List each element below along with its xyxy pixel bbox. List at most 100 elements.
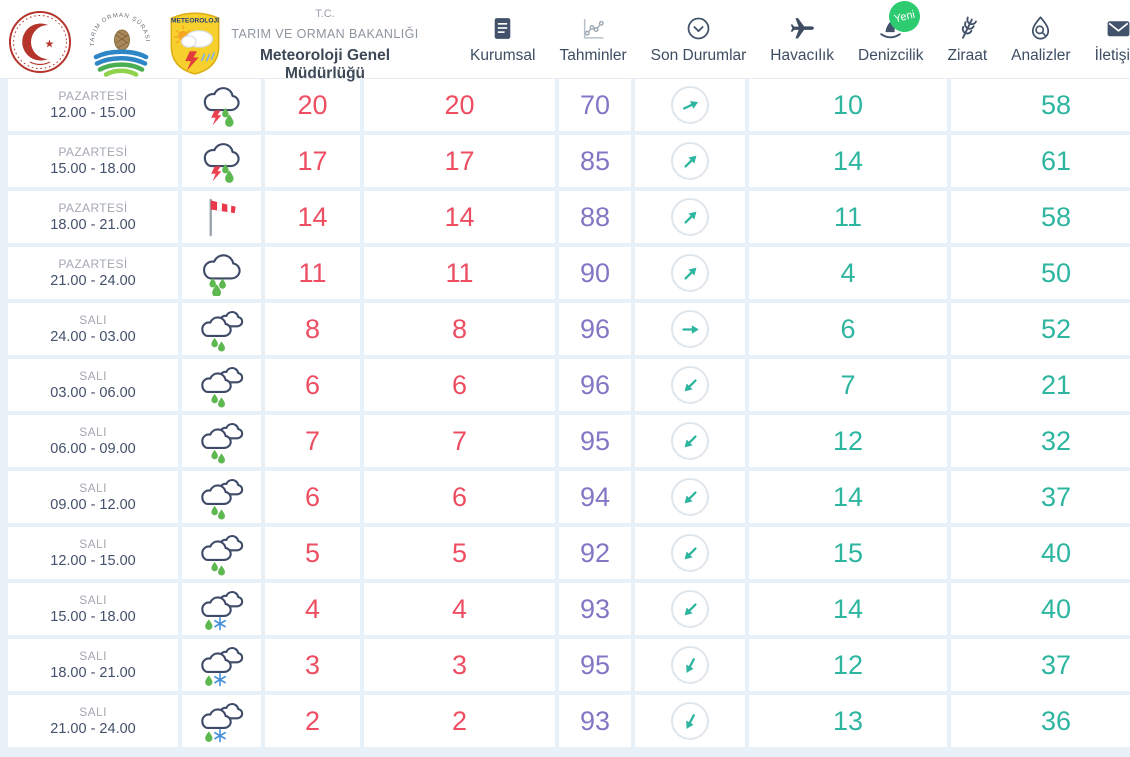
ministry-seal-logo[interactable]: ★ <box>8 10 72 74</box>
wind-direction-icon <box>671 646 709 684</box>
wind-gust-value: 37 <box>1040 481 1072 512</box>
humidity-cell: 93 <box>559 695 631 747</box>
forecast-row: SALI 15.00 - 18.00 4 4 93 14 40 <box>8 583 1130 635</box>
wind-direction-icon <box>671 534 709 572</box>
nav-item-label: Kurumsal <box>470 46 536 64</box>
wind-direction-icon <box>671 86 709 124</box>
forecast-row: PAZARTESİ 18.00 - 21.00 14 14 88 11 <box>8 191 1130 243</box>
day-label: SALI <box>79 313 107 327</box>
wind-direction-cell <box>635 583 745 635</box>
day-label: SALI <box>79 369 107 383</box>
time-range-label: 06.00 - 09.00 <box>50 441 136 457</box>
humidity-value: 93 <box>579 593 611 624</box>
wind-direction-icon <box>671 142 709 180</box>
tarim-orman-surasi-logo[interactable]: TARIM ORMAN ŞÛRASI <box>84 6 156 78</box>
wind-direction-cell <box>635 471 745 523</box>
day-label: SALI <box>79 649 107 663</box>
feels-like-cell: 14 <box>364 191 555 243</box>
wind-speed-cell: 12 <box>749 415 947 467</box>
temperature-cell: 5 <box>265 527 360 579</box>
weather-icon-cell <box>182 359 261 411</box>
rain-icon <box>198 475 245 520</box>
forecast-row: PAZARTESİ 21.00 - 24.00 11 11 90 4 <box>8 247 1130 299</box>
humidity-value: 92 <box>579 537 611 568</box>
feels-like-value: 3 <box>451 649 468 680</box>
nav-item-denizcilik[interactable]: Denizcilik Yeni <box>856 0 925 65</box>
humidity-cell: 94 <box>559 471 631 523</box>
wind-speed-value: 11 <box>833 201 863 232</box>
feels-like-cell: 17 <box>364 135 555 187</box>
nav-item-iletisim[interactable]: İletişim <box>1093 14 1130 65</box>
feels-like-value: 17 <box>444 145 475 176</box>
nav-item-ziraat[interactable]: Ziraat <box>946 14 990 65</box>
humidity-value: 95 <box>579 649 611 680</box>
wind-gust-value: 61 <box>1040 145 1072 176</box>
humidity-value: 93 <box>579 705 611 736</box>
temperature-cell: 6 <box>265 471 360 523</box>
wind-gust-cell: 58 <box>951 191 1130 243</box>
heavy-rain-icon <box>198 251 245 296</box>
weather-icon-cell <box>182 191 261 243</box>
meteoroloji-logo[interactable]: METEOROLOJİ <box>168 9 222 75</box>
wind-gust-value: 40 <box>1040 593 1072 624</box>
forecast-day-time-cell: PAZARTESİ 15.00 - 18.00 <box>8 135 178 187</box>
forecast-row: SALI 03.00 - 06.00 6 6 96 7 21 <box>8 359 1130 411</box>
weather-icon-cell <box>182 135 261 187</box>
feels-like-value: 20 <box>444 89 475 120</box>
wind-speed-value: 12 <box>832 649 864 680</box>
wind-gust-cell: 32 <box>951 415 1130 467</box>
day-label: PAZARTESİ <box>58 201 128 215</box>
wind-speed-value: 6 <box>840 313 856 344</box>
wind-direction-cell <box>635 303 745 355</box>
wind-speed-cell: 14 <box>749 583 947 635</box>
humidity-cell: 95 <box>559 639 631 691</box>
sleet-icon <box>198 699 245 744</box>
document-icon <box>489 15 516 42</box>
wind-gust-value: 58 <box>1040 201 1072 232</box>
humidity-value: 96 <box>579 313 611 344</box>
wind-speed-cell: 15 <box>749 527 947 579</box>
feels-like-value: 7 <box>451 425 468 456</box>
feels-like-cell: 6 <box>364 359 555 411</box>
feels-like-cell: 11 <box>364 247 555 299</box>
wind-speed-cell: 11 <box>749 191 947 243</box>
wheat-icon <box>954 15 981 42</box>
humidity-value: 96 <box>579 369 611 400</box>
windsock-icon <box>198 195 245 240</box>
forecast-day-time-cell: SALI 06.00 - 09.00 <box>8 415 178 467</box>
humidity-value: 85 <box>579 145 611 176</box>
forecast-row: PAZARTESİ 12.00 - 15.00 20 20 70 10 <box>8 79 1130 131</box>
wind-speed-cell: 14 <box>749 471 947 523</box>
wind-speed-value: 14 <box>832 481 864 512</box>
temperature-cell: 2 <box>265 695 360 747</box>
forecast-day-time-cell: SALI 24.00 - 03.00 <box>8 303 178 355</box>
nav-item-kurumsal[interactable]: Kurumsal <box>468 14 537 65</box>
temperature-value: 11 <box>298 257 327 288</box>
humidity-cell: 90 <box>559 247 631 299</box>
forecast-row: SALI 24.00 - 03.00 8 8 96 6 52 <box>8 303 1130 355</box>
humidity-cell: 85 <box>559 135 631 187</box>
forecast-day-time-cell: PAZARTESİ 18.00 - 21.00 <box>8 191 178 243</box>
nav-item-label: İletişim <box>1094 46 1130 64</box>
wind-gust-cell: 36 <box>951 695 1130 747</box>
nav-item-son-durumlar[interactable]: Son Durumlar <box>649 14 749 65</box>
wind-direction-icon <box>671 422 709 460</box>
wind-direction-cell <box>635 191 745 243</box>
feels-like-cell: 2 <box>364 695 555 747</box>
wind-direction-icon <box>671 310 709 348</box>
feels-like-value: 6 <box>451 369 468 400</box>
time-range-label: 12.00 - 15.00 <box>50 105 136 121</box>
time-range-label: 12.00 - 15.00 <box>50 553 136 569</box>
feels-like-value: 8 <box>451 313 468 344</box>
nav-item-analizler[interactable]: Analizler <box>1009 14 1072 65</box>
airplane-icon <box>789 15 816 42</box>
temperature-cell: 3 <box>265 639 360 691</box>
temperature-value: 4 <box>304 593 321 624</box>
day-label: SALI <box>79 705 107 719</box>
nav-item-tahminler[interactable]: Tahminler <box>557 14 628 65</box>
nav-item-havacilik[interactable]: Havacılık <box>768 14 836 65</box>
wind-gust-value: 32 <box>1040 425 1072 456</box>
day-label: SALI <box>79 481 107 495</box>
wind-speed-value: 10 <box>832 89 864 120</box>
wind-direction-icon <box>671 254 709 292</box>
